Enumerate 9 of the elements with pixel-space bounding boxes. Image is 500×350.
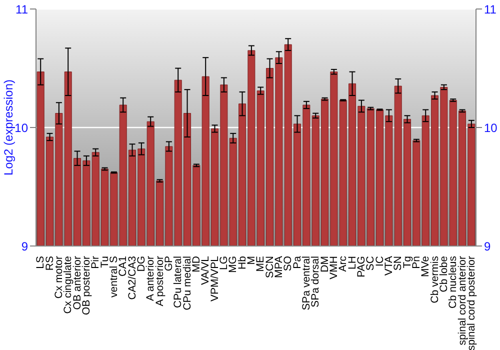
x-tick-label: MVe (420, 256, 432, 278)
y-tick-label: 11 (16, 2, 28, 16)
y2-tick-label: 11 (484, 2, 497, 16)
y-tick-label: 9 (21, 239, 28, 254)
y-axis-title: Log2 (expression) (1, 79, 16, 176)
y2-tick-label: 9 (484, 239, 491, 254)
x-tick-label: Cb lobe (438, 256, 450, 292)
y2-tick-label: 10 (484, 120, 498, 135)
y-tick-label: 10 (14, 120, 28, 135)
